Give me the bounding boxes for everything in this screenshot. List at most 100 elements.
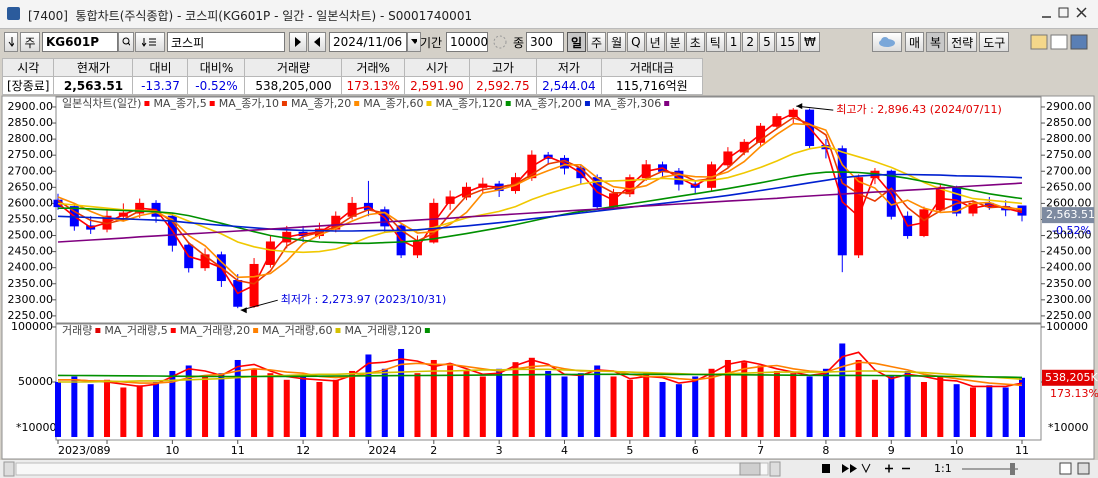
ma-line xyxy=(57,182,1023,243)
volume-bar xyxy=(463,370,470,437)
footer-icons[interactable] xyxy=(1059,462,1090,475)
unit-label: *10000 xyxy=(16,421,57,434)
y-tick-label: 2750.00 xyxy=(8,148,54,161)
playback-icons[interactable] xyxy=(822,463,910,474)
y-tick-label: 2350.00 xyxy=(8,277,54,290)
y-tick-label: 2550.00 xyxy=(8,212,54,225)
interval-button[interactable]: Q xyxy=(627,32,645,52)
period-icon[interactable] xyxy=(492,32,510,52)
tool-button[interactable]: 전략 xyxy=(947,32,978,52)
volume-bar xyxy=(773,370,780,437)
interval-button[interactable]: ₩ xyxy=(799,32,820,52)
y-tick-label-right: 2400.00 xyxy=(1046,261,1092,274)
mode-button[interactable]: 주 xyxy=(20,32,40,52)
tool-button[interactable]: 도구 xyxy=(979,32,1010,52)
prev-button[interactable] xyxy=(308,32,326,52)
x-tick-label: 8 xyxy=(822,444,829,457)
zoom-label[interactable]: 1:1 xyxy=(934,462,952,475)
quote-value: 2,544.04 xyxy=(535,76,602,95)
interval-button[interactable]: 15 xyxy=(775,32,799,52)
legend-swatch xyxy=(664,101,670,106)
search-button[interactable] xyxy=(118,32,134,52)
volume-bar xyxy=(839,343,846,437)
interval-button[interactable]: 년 xyxy=(645,32,665,52)
price-tag-bg xyxy=(1042,207,1094,224)
legend-entry: MA_종가,5 xyxy=(153,97,206,110)
ma-line xyxy=(57,173,1023,232)
volume-tag-bg xyxy=(1042,369,1094,386)
interval-button[interactable]: 일 xyxy=(567,32,587,52)
quote-value: 538,205,000 xyxy=(244,76,343,95)
legend-swatch xyxy=(253,328,259,333)
legend-entry: MA_종가,200 xyxy=(515,97,582,110)
zoom-thumb[interactable] xyxy=(1010,463,1015,475)
date-dropdown[interactable] xyxy=(407,32,421,52)
interval-button[interactable]: 2 xyxy=(742,32,759,52)
period-input[interactable]: 10000 xyxy=(446,32,488,52)
next-button[interactable] xyxy=(289,32,307,52)
interval-button[interactable]: 주 xyxy=(587,32,607,52)
volume-bar xyxy=(643,373,650,437)
volume-bar xyxy=(398,348,405,437)
right-button-group: 매 복 전략 도구 xyxy=(905,32,1011,52)
y-tick-label-right: 2850.00 xyxy=(1046,116,1092,129)
volume-bar xyxy=(136,385,143,437)
ma-line xyxy=(58,361,1023,387)
interval-button[interactable]: 월 xyxy=(607,32,627,52)
y-tick-label: 2900.00 xyxy=(8,100,54,113)
list-button[interactable] xyxy=(135,32,165,52)
volume-bar xyxy=(610,376,617,437)
volume-bar xyxy=(55,381,61,437)
dropdown-button[interactable] xyxy=(4,32,18,52)
period-label: 기간 xyxy=(420,35,443,50)
name-input[interactable]: 코스피 xyxy=(167,32,285,52)
interval-button[interactable]: 5 xyxy=(759,32,775,52)
volume-bar xyxy=(332,379,339,437)
volume-bar xyxy=(675,384,682,437)
interval-button[interactable]: 틱 xyxy=(705,32,725,52)
annotation: 최저가 : 2,273.97 (2023/10/31) xyxy=(281,293,447,306)
y-tick-label-right: 2250.00 xyxy=(1046,309,1092,322)
volume-bar xyxy=(234,359,241,437)
x-tick-label: 11 xyxy=(1015,444,1029,457)
code-input[interactable]: KG601P xyxy=(42,32,118,52)
tool-button[interactable]: 매 xyxy=(905,32,925,52)
cloud-button[interactable] xyxy=(872,32,902,52)
scroll-right[interactable] xyxy=(769,461,781,477)
interval-button[interactable]: 1 xyxy=(725,32,742,52)
scroll-thumb[interactable] xyxy=(739,462,761,476)
quote-value: -13.37 xyxy=(132,76,189,95)
interval-button[interactable]: 분 xyxy=(665,32,685,52)
count-input[interactable]: 300 xyxy=(526,32,564,52)
y-tick-label: 2500.00 xyxy=(8,229,54,242)
window-controls[interactable] xyxy=(1040,6,1090,20)
volume-bar xyxy=(626,379,633,437)
volume-bar xyxy=(855,359,862,437)
volume-bar xyxy=(202,376,209,437)
volume-bar xyxy=(757,365,764,437)
volume-bar xyxy=(1002,387,1009,437)
legend-entry: MA_거래량,60 xyxy=(262,324,332,337)
legend-swatch xyxy=(144,101,150,106)
y-tick-label: 2850.00 xyxy=(8,116,54,129)
app-icon xyxy=(7,7,20,20)
volume-bar xyxy=(741,362,748,437)
scroll-track[interactable] xyxy=(15,462,769,476)
legend-swatch xyxy=(170,328,176,333)
interval-button[interactable]: 초 xyxy=(685,32,705,52)
y-tick-label-right: 2500.00 xyxy=(1046,229,1092,242)
annotation: 최고가 : 2,896.43 (2024/07/11) xyxy=(836,103,1002,116)
volume-bar xyxy=(904,370,911,437)
tool-icons[interactable] xyxy=(1030,32,1092,52)
volume-bar xyxy=(447,365,454,437)
legend-title: 거래량 xyxy=(62,324,92,337)
ratio-label: 173.13% xyxy=(1050,387,1098,400)
date-input[interactable]: 2024/11/06 xyxy=(329,32,407,52)
tool-button[interactable]: 복 xyxy=(926,32,946,52)
scroll-left[interactable] xyxy=(3,461,15,477)
x-tick-label: 2 xyxy=(430,444,437,457)
volume-bar xyxy=(87,384,94,437)
volume-bar xyxy=(594,365,601,437)
quote-value: 2,563.51 xyxy=(53,76,134,95)
